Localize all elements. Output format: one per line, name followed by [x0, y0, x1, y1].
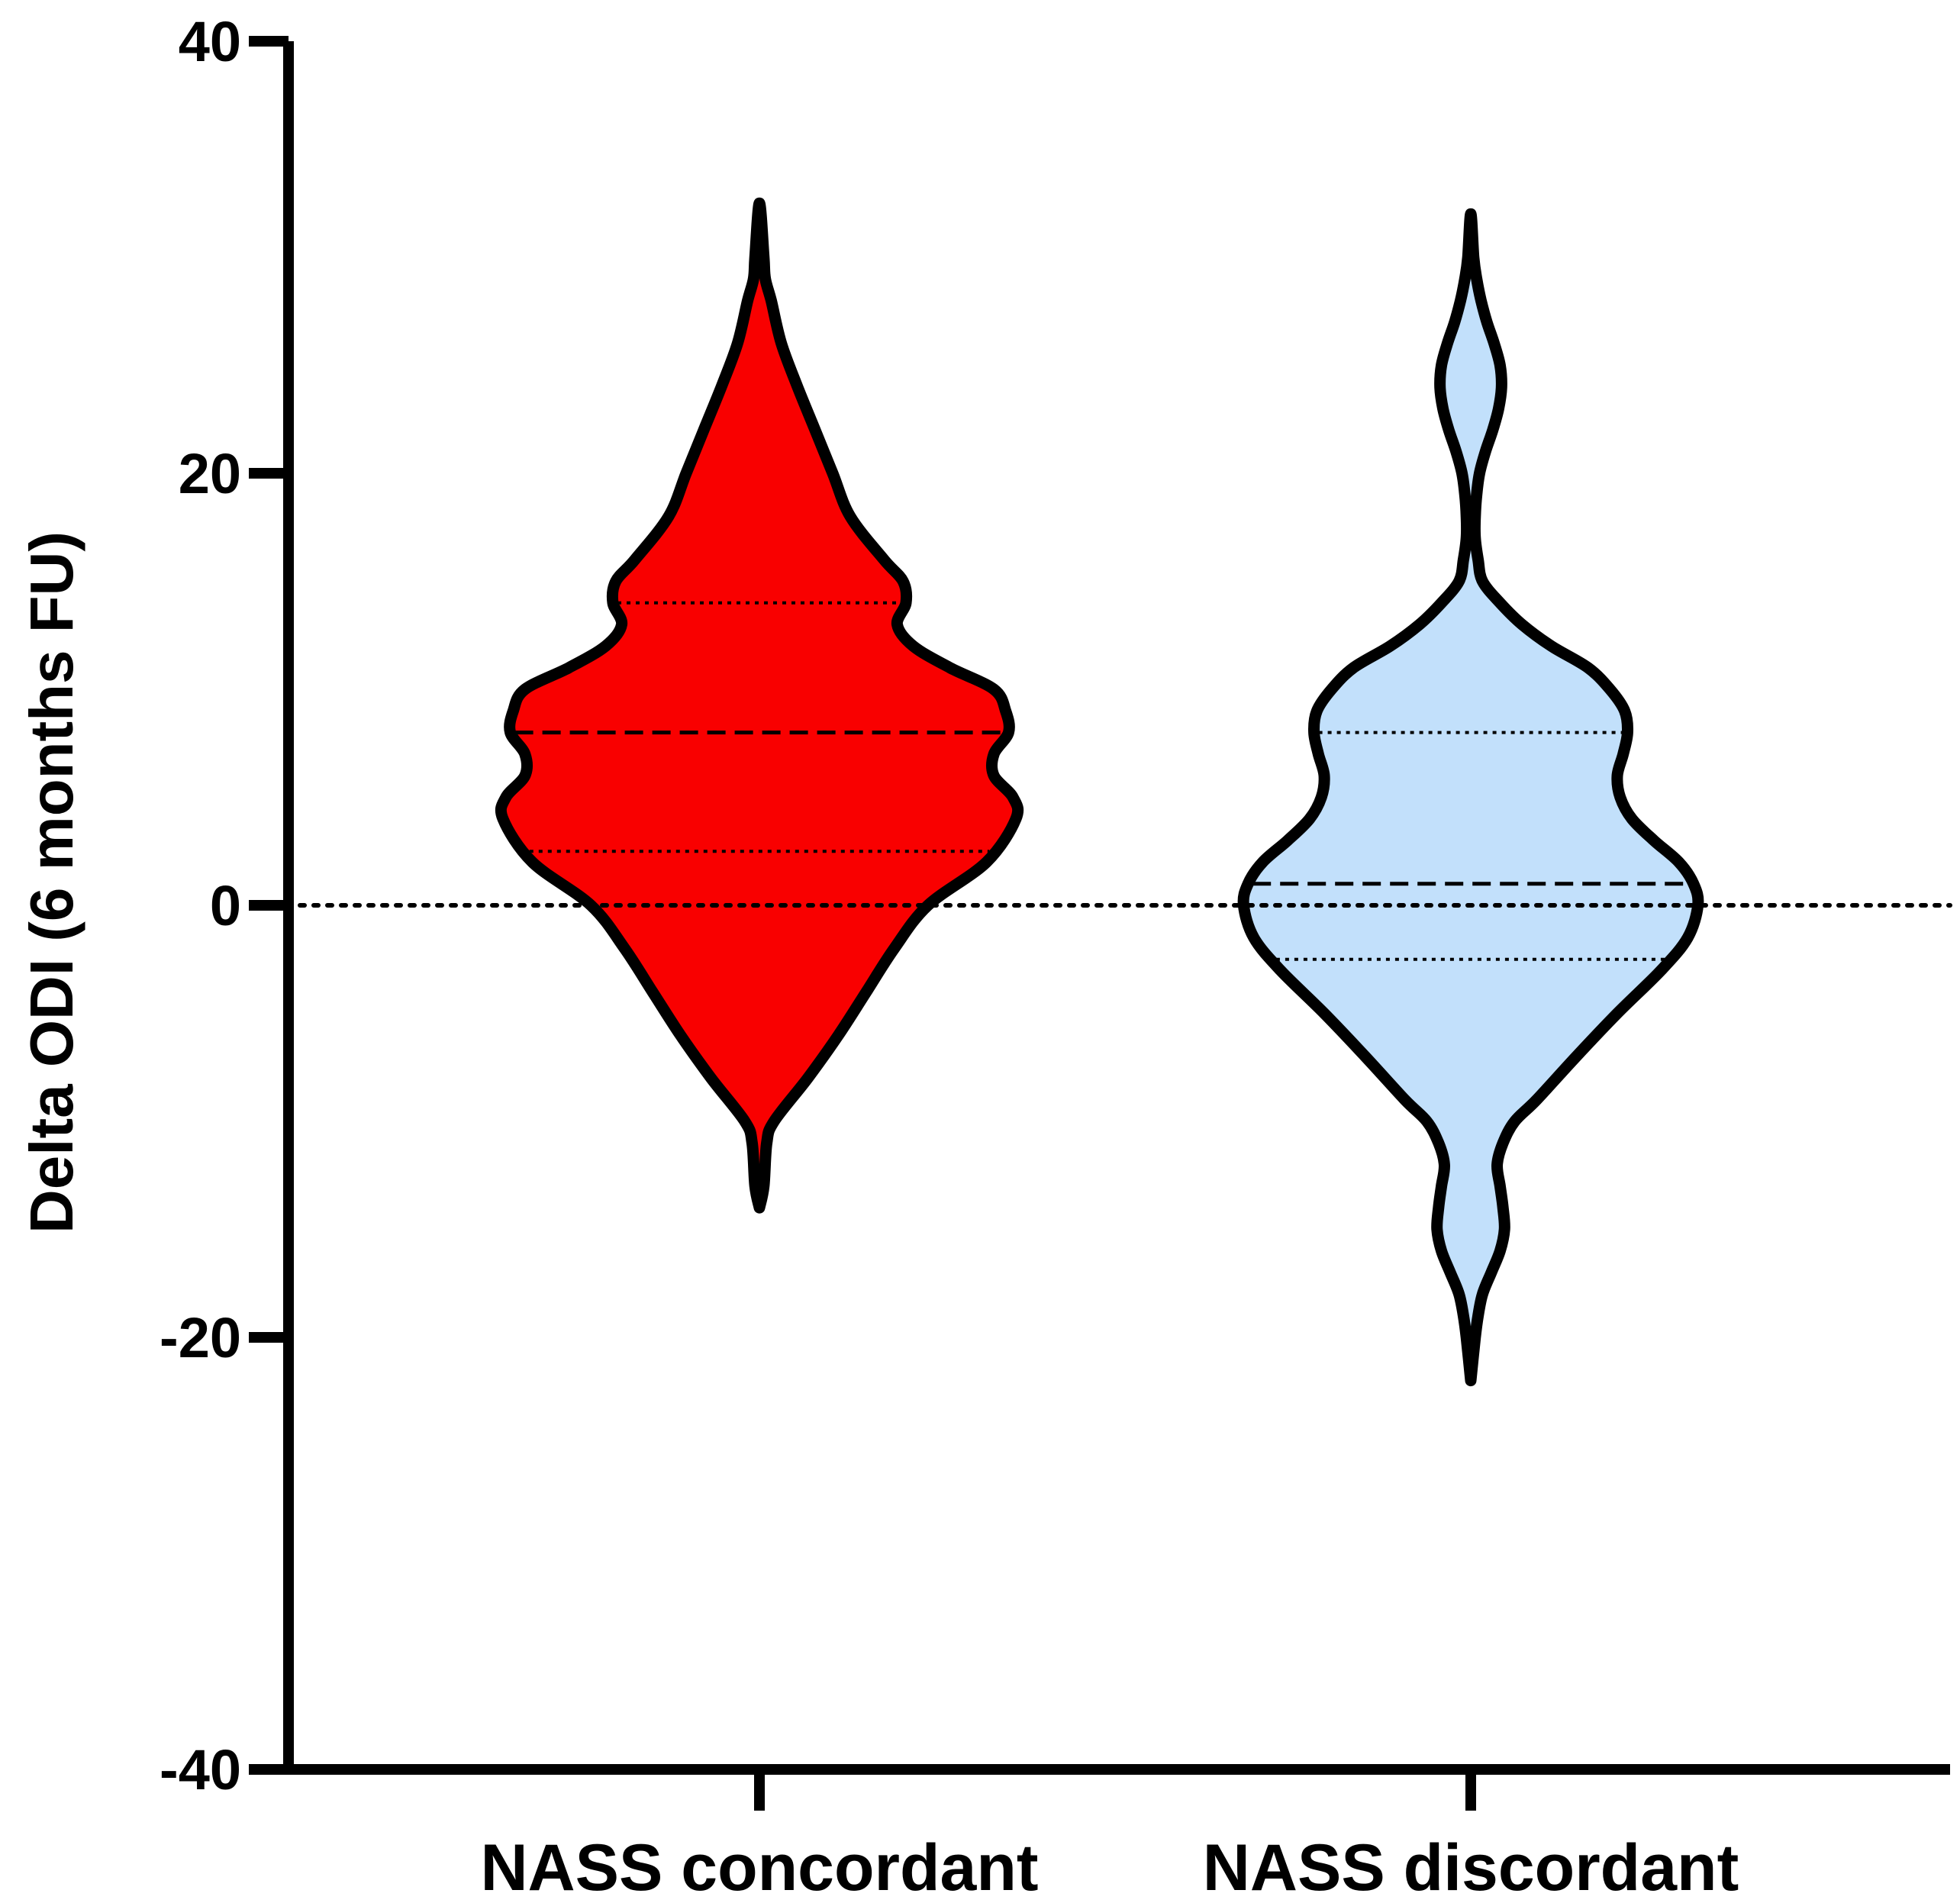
y-axis-title: Delta ODI (6 months FU) — [18, 531, 85, 1234]
violin-outline — [495, 197, 1024, 1214]
y-tick-label: 0 — [210, 874, 241, 937]
violin-nass-discordant — [1237, 208, 1704, 1387]
axes-layer: 40 20 0 -20 -40 NASS concordant NASS discordan… — [160, 10, 1950, 1903]
violin-nass-concordant — [495, 197, 1024, 1214]
y-tick-label: -40 — [160, 1738, 241, 1801]
violin-outline — [1237, 208, 1704, 1387]
y-tick-label: 40 — [179, 10, 241, 73]
y-tick-label: -20 — [160, 1306, 241, 1369]
x-category-label: NASS discordant — [1203, 1831, 1739, 1903]
violin-layer — [495, 197, 1704, 1387]
x-category-label: NASS concordant — [480, 1831, 1038, 1903]
violin-body — [501, 203, 1018, 1208]
violin-body — [1243, 214, 1698, 1381]
y-tick-label: 20 — [179, 442, 241, 505]
